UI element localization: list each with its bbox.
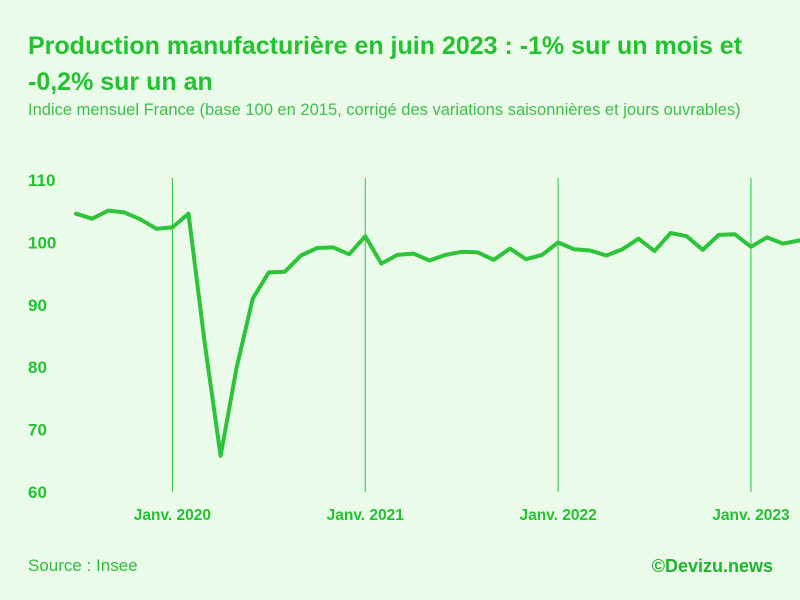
series-line [74,208,800,458]
x-axis-ticks: Janv. 2020 Janv. 2021 Janv. 2022 Janv. 2023 [134,507,790,524]
y-tick-label: 100 [28,233,56,252]
chart-title: Production manufacturière en juin 2023 :… [28,32,743,96]
y-axis-ticks: 60 70 80 90 100 110 [28,171,56,502]
y-tick-label: 60 [28,483,47,502]
x-tick-label: Janv. 2022 [519,507,596,524]
x-tick-label: Janv. 2021 [327,507,405,524]
y-tick-label: 70 [28,421,47,440]
y-tick-label: 110 [28,171,55,190]
credit-link[interactable]: ©Devizu.news [651,556,773,576]
source-note: Source : Insee [28,556,138,575]
y-tick-label: 90 [28,296,47,315]
chart-subtitle: Indice mensuel France (base 100 en 2015,… [28,101,741,119]
x-tick-label: Janv. 2023 [712,507,790,524]
series-layer [74,208,800,458]
x-tick-label: Janv. 2020 [134,507,211,524]
vertical-gridlines [171,178,752,492]
y-tick-label: 80 [28,358,47,377]
